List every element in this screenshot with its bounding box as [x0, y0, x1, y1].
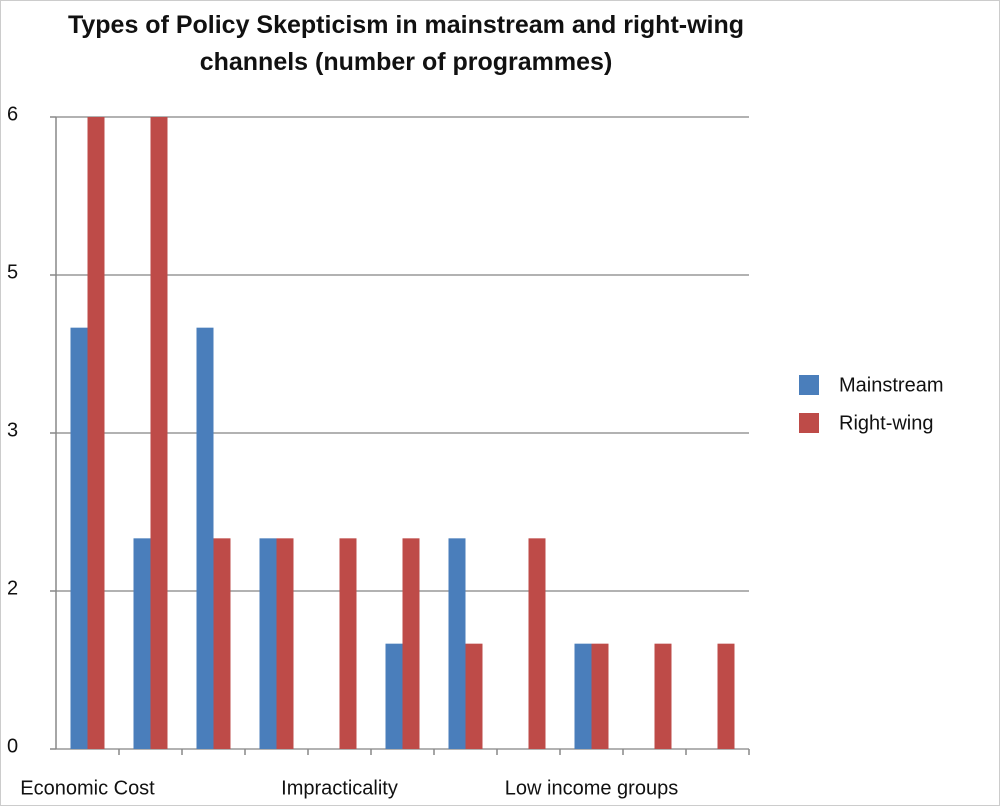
y-tick-label: 2 [7, 577, 18, 599]
legend-label: Right-wing [839, 412, 933, 434]
legend-label: Mainstream [839, 374, 943, 396]
y-tick-label: 5 [7, 261, 18, 283]
bar [402, 538, 420, 749]
y-tick-label: 0 [7, 735, 18, 757]
bar [591, 643, 609, 749]
y-tick-label: 3 [7, 419, 18, 441]
bar [448, 538, 466, 749]
bar [385, 643, 403, 749]
bar [654, 643, 672, 749]
bar [259, 538, 277, 749]
bar [339, 538, 357, 749]
bar [465, 643, 483, 749]
bar [87, 117, 105, 749]
legend-swatch [799, 413, 819, 433]
bar [276, 538, 294, 749]
bar [133, 538, 151, 749]
bar [70, 327, 88, 749]
x-tick-label: Low income groups [505, 777, 678, 799]
bar [528, 538, 546, 749]
bar [213, 538, 231, 749]
bar [717, 643, 735, 749]
x-tick-label: Economic Cost [20, 777, 155, 799]
y-tick-label: 6 [7, 103, 18, 125]
bar [150, 117, 168, 749]
bar [196, 327, 214, 749]
legend-swatch [799, 375, 819, 395]
bar [574, 643, 592, 749]
chart-title: Types of Policy Skepticism in mainstream… [67, 11, 745, 76]
x-tick-label: Impracticality [281, 777, 398, 799]
